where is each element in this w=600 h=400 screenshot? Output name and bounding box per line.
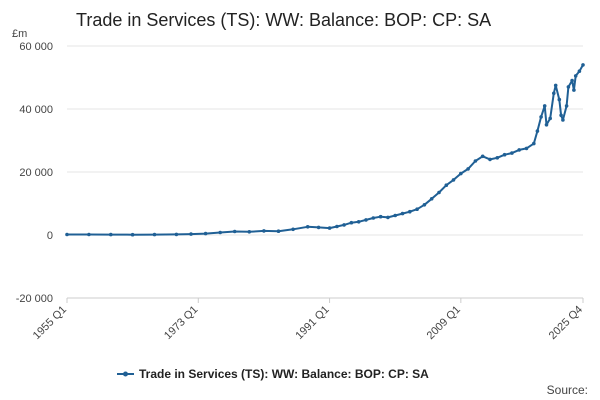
data-point	[386, 215, 390, 220]
data-point	[415, 207, 419, 211]
data-point	[544, 123, 549, 127]
data-point	[371, 216, 376, 220]
legend[interactable]: Trade in Services (TS): WW: Balance: BOP…	[117, 367, 429, 381]
data-point	[87, 232, 91, 237]
data-point	[495, 156, 500, 160]
data-point	[247, 230, 252, 234]
data-point	[422, 203, 427, 207]
data-point	[566, 85, 571, 89]
x-axis-ticks: 1955 Q1 1973 Q1 1991 Q1 2009 Q1 2025 Q4	[31, 297, 585, 342]
data-point	[408, 209, 412, 214]
data-point	[364, 218, 368, 222]
data-point	[480, 154, 485, 159]
series-layer	[65, 63, 585, 237]
data-point	[517, 148, 521, 152]
data-point	[553, 83, 558, 88]
data-point	[218, 230, 222, 235]
legend-label: Trade in Services (TS): WW: Balance: BOP…	[139, 367, 429, 381]
data-point	[548, 116, 552, 121]
data-point	[276, 229, 281, 233]
data-point	[502, 152, 507, 157]
data-point	[552, 91, 556, 96]
data-point	[532, 141, 536, 146]
data-point	[378, 214, 383, 219]
data-point	[335, 224, 339, 229]
data-point	[559, 113, 563, 118]
data-point	[232, 229, 237, 234]
grid	[67, 45, 583, 299]
data-point	[488, 157, 492, 162]
data-point	[437, 190, 441, 195]
data-point	[65, 232, 69, 237]
data-point	[400, 211, 405, 216]
y-tick-label: 60 000	[19, 41, 53, 53]
data-point	[564, 104, 569, 108]
series-line	[67, 64, 584, 236]
data-point	[342, 223, 346, 227]
y-axis-ticks: 60 000 40 000 20 000 0 -20 000	[16, 41, 53, 305]
data-point	[327, 226, 332, 230]
data-point	[189, 232, 193, 236]
x-tick-label: 1973 Q1	[162, 304, 200, 342]
data-point	[542, 104, 547, 108]
data-point	[203, 231, 208, 236]
data-point	[291, 227, 295, 232]
data-point	[473, 159, 478, 163]
data-point	[316, 225, 321, 230]
data-point	[577, 69, 582, 73]
data-point	[393, 213, 398, 218]
data-point	[581, 63, 585, 67]
data-point	[152, 232, 157, 237]
data-point	[174, 232, 179, 237]
data-point	[573, 74, 578, 78]
y-tick-label: 20 000	[19, 167, 53, 179]
y-tick-label: 40 000	[19, 104, 53, 116]
data-point	[429, 197, 434, 201]
data-point	[305, 225, 310, 229]
data-point	[561, 118, 565, 122]
data-point	[444, 183, 449, 187]
data-point	[557, 97, 562, 102]
source-label: Source:	[547, 383, 588, 397]
data-point	[510, 151, 514, 155]
y-tick-label: 0	[47, 230, 53, 242]
unit-label: £m	[12, 28, 27, 40]
x-tick-label: 2009 Q1	[425, 304, 463, 342]
data-point	[349, 220, 354, 225]
data-point	[524, 146, 529, 151]
data-point	[130, 232, 135, 237]
data-point	[356, 220, 361, 224]
x-tick-label: 1991 Q1	[293, 304, 331, 342]
data-point	[570, 78, 574, 83]
y-tick-label: -20 000	[16, 293, 53, 305]
data-point	[459, 171, 463, 176]
legend-swatch-marker	[123, 371, 128, 377]
data-point	[109, 232, 113, 237]
x-tick-label: 1955 Q1	[31, 304, 69, 342]
data-point	[466, 167, 470, 171]
data-point	[535, 129, 540, 133]
data-point	[262, 229, 266, 233]
data-point	[572, 88, 576, 92]
data-point	[451, 178, 456, 182]
data-point	[539, 115, 543, 119]
x-tick-label: 2025 Q4	[547, 304, 585, 342]
chart-title: Trade in Services (TS): WW: Balance: BOP…	[76, 10, 491, 30]
